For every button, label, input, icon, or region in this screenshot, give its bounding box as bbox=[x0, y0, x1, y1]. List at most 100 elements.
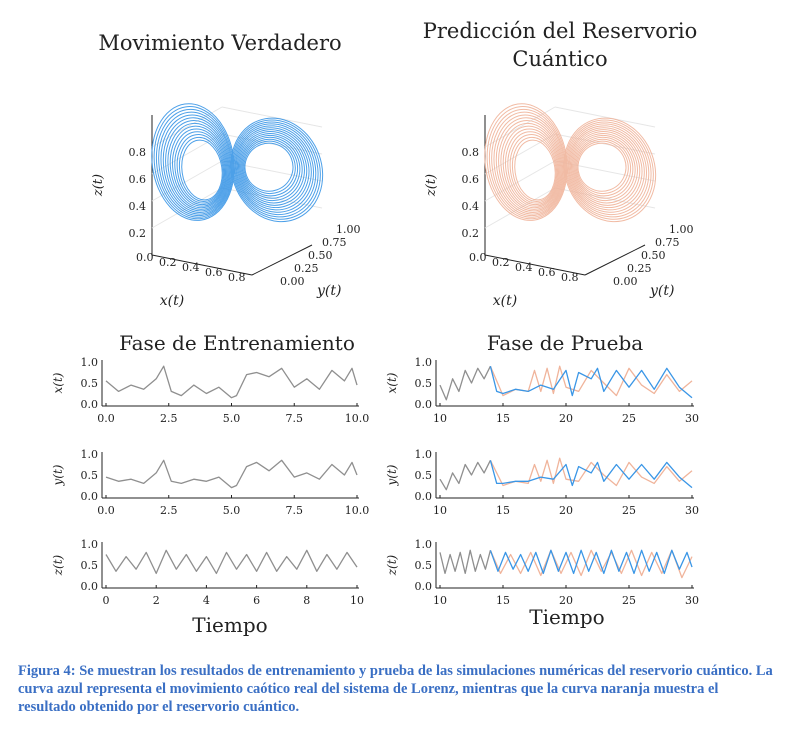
attractor-loop bbox=[233, 123, 317, 216]
y-axis bbox=[251, 244, 313, 276]
x-tick-label: 0.8 bbox=[561, 271, 579, 284]
attractor-title: Predicción del Reservorio bbox=[423, 19, 698, 43]
y-axis-label: z(t) bbox=[385, 554, 399, 576]
attractor-loop bbox=[573, 134, 636, 202]
y-tick-label: 0.0 bbox=[81, 398, 99, 411]
y-tick-label: 0.50 bbox=[308, 249, 333, 262]
attractor-loop bbox=[495, 117, 564, 213]
x-tick-label: 10.0 bbox=[345, 412, 370, 425]
z-tick-label: 0.4 bbox=[462, 200, 480, 213]
attractor-loop bbox=[574, 136, 634, 199]
series-line bbox=[439, 549, 492, 575]
x-tick-label: 8 bbox=[303, 594, 310, 607]
phase-title: Fase de Entrenamiento bbox=[119, 331, 355, 355]
y-tick-label: 0.00 bbox=[280, 275, 305, 288]
x-tick-label: 10 bbox=[433, 594, 447, 607]
figure: Movimiento Verdadero 0.2 0.4 0.6 0.8 0.0 0.2 0.… bbox=[51, 19, 699, 637]
y-tick-label: 0.0 bbox=[81, 580, 99, 593]
x-tick-label: 10.0 bbox=[345, 504, 370, 517]
x-tick-label: 0.2 bbox=[492, 256, 510, 269]
attractor-loop bbox=[572, 133, 638, 204]
grid-line bbox=[151, 187, 223, 229]
x-tick-label: 2 bbox=[153, 594, 160, 607]
attractor-loop bbox=[502, 125, 561, 209]
x-tick-label: 0.2 bbox=[159, 256, 177, 269]
z-tick-label: 0.2 bbox=[129, 227, 147, 240]
attractor-loop bbox=[568, 127, 645, 211]
y-tick-label: 1.00 bbox=[669, 223, 694, 236]
attractor-loop bbox=[242, 138, 299, 197]
z-tick-label: 0.8 bbox=[462, 146, 480, 159]
x-tick-label: 25 bbox=[622, 594, 636, 607]
y-tick-label: 1.0 bbox=[415, 538, 433, 551]
z-tick-label: 0.2 bbox=[462, 227, 480, 240]
y-axis-label: z(t) bbox=[51, 554, 65, 576]
x-tick-label: 0 bbox=[103, 594, 110, 607]
attractor-loop bbox=[176, 134, 225, 204]
y-tick-label: 0.25 bbox=[294, 262, 319, 275]
x-axis bbox=[151, 254, 253, 276]
x-tick-label: 30 bbox=[685, 594, 699, 607]
y-axis-label: y(t) bbox=[316, 283, 341, 299]
x-tick-label: 0.6 bbox=[205, 266, 223, 279]
attractor-loop bbox=[514, 139, 556, 201]
x-tick-label: 5.0 bbox=[223, 412, 241, 425]
x-tick-label: 0.0 bbox=[469, 251, 487, 264]
y-tick-label: 1.0 bbox=[81, 448, 99, 461]
attractor-loop bbox=[165, 120, 230, 212]
attractor-loop bbox=[565, 121, 652, 218]
attractor-title: Movimiento Verdadero bbox=[98, 31, 341, 55]
series-line bbox=[489, 365, 693, 397]
attractor-loop bbox=[566, 123, 650, 216]
z-tick-label: 0.6 bbox=[462, 173, 480, 186]
attractor-loop bbox=[178, 136, 224, 202]
z-tick-label: 0.6 bbox=[129, 173, 147, 186]
attractor-loop bbox=[160, 114, 232, 215]
attractor-curve-group bbox=[151, 103, 324, 223]
z-tick-label: 0.4 bbox=[129, 200, 147, 213]
attractor-loop bbox=[240, 134, 303, 202]
y-tick-label: 1.00 bbox=[336, 223, 361, 236]
series-line bbox=[489, 457, 693, 487]
x-tick-label: 20 bbox=[559, 504, 573, 517]
attractor-loop bbox=[151, 103, 235, 221]
x-tick-label: 7.5 bbox=[286, 412, 304, 425]
attractor-loop bbox=[493, 114, 565, 215]
attractor-curve-group bbox=[484, 103, 657, 223]
y-tick-label: 0.5 bbox=[415, 469, 433, 482]
y-tick-label: 0.5 bbox=[81, 469, 99, 482]
attractor-loop bbox=[172, 128, 227, 207]
series-line bbox=[439, 460, 491, 491]
attractor-loop bbox=[505, 128, 560, 207]
z-axis-label: z(t) bbox=[424, 174, 439, 197]
x-tick-label: 20 bbox=[559, 412, 573, 425]
x-tick-label: 10 bbox=[433, 504, 447, 517]
y-tick-label: 1.0 bbox=[415, 448, 433, 461]
z-axis-label: z(t) bbox=[91, 174, 106, 197]
attractor-loop bbox=[174, 131, 226, 206]
y-tick-label: 0.5 bbox=[81, 377, 99, 390]
attractor-loop bbox=[162, 117, 231, 213]
y-tick-label: 0.0 bbox=[415, 580, 433, 593]
y-tick-label: 0.5 bbox=[81, 559, 99, 572]
y-tick-label: 0.5 bbox=[415, 377, 433, 390]
attractor-loop bbox=[237, 129, 310, 209]
y-axis-label: x(t) bbox=[385, 372, 399, 393]
z-tick-label: 0.8 bbox=[129, 146, 147, 159]
x-tick-label: 0.4 bbox=[515, 261, 533, 274]
y-axis-label: x(t) bbox=[51, 372, 65, 393]
attractor-loop bbox=[575, 138, 632, 197]
x-tick-label: 15 bbox=[496, 594, 510, 607]
x-axis-label: x(t) bbox=[160, 293, 184, 309]
x-tick-label: 5.0 bbox=[223, 504, 241, 517]
attractor-loop bbox=[167, 122, 229, 210]
y-tick-label: 1.0 bbox=[81, 356, 99, 369]
series-line bbox=[105, 549, 358, 575]
y-tick-label: 0.0 bbox=[81, 490, 99, 503]
y-axis bbox=[584, 244, 646, 276]
y-tick-label: 0.00 bbox=[613, 275, 638, 288]
x-tick-label: 0.0 bbox=[136, 251, 154, 264]
figure-caption: Figura 4: Se muestran los resultados de … bbox=[18, 663, 773, 715]
x-tick-label: 10 bbox=[433, 412, 447, 425]
attractor-title: Cuántico bbox=[512, 47, 607, 71]
